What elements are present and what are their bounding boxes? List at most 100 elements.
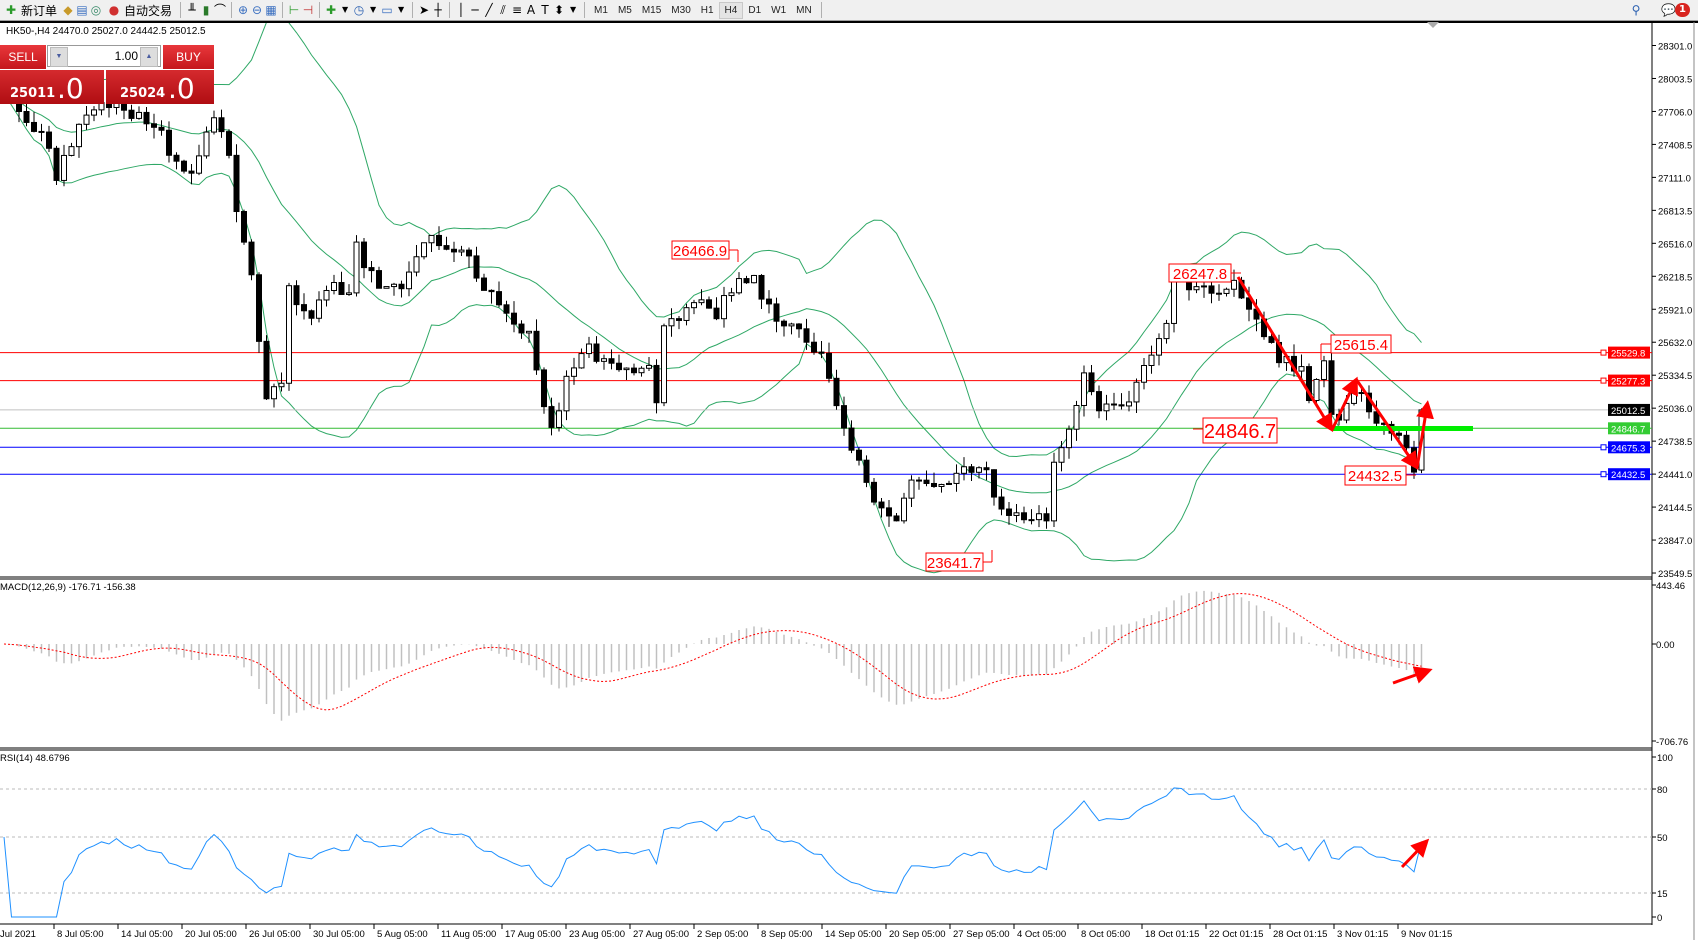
candle-bear[interactable] <box>503 304 510 314</box>
candle-bull[interactable] <box>788 323 795 327</box>
candle-bear[interactable] <box>653 364 660 404</box>
candle-bear[interactable] <box>1396 432 1402 436</box>
text-icon[interactable]: A <box>526 3 536 17</box>
line-chart-icon[interactable]: ⌒ <box>214 3 227 17</box>
line-anchor-marker[interactable] <box>1600 444 1607 451</box>
candle-bull[interactable] <box>413 256 420 273</box>
timeframe-h4[interactable]: H4 <box>718 1 744 19</box>
candle-bear[interactable] <box>631 367 637 374</box>
candle-bull[interactable] <box>1066 428 1072 449</box>
candle-bull[interactable] <box>586 343 592 355</box>
candle-bear[interactable] <box>1358 392 1365 395</box>
candle-bear[interactable] <box>31 121 37 132</box>
candle-bull[interactable] <box>346 292 352 295</box>
candle-bull[interactable] <box>526 330 532 334</box>
candle-bull[interactable] <box>83 114 90 125</box>
candle-bear[interactable] <box>466 249 472 257</box>
annotation-26247.8[interactable]: 26247.8 <box>1168 263 1241 283</box>
candle-bear[interactable] <box>218 117 225 133</box>
candle-bull[interactable] <box>1231 279 1237 290</box>
candle-bear[interactable] <box>998 496 1005 510</box>
candle-bear[interactable] <box>1096 391 1102 412</box>
candle-bear[interactable] <box>991 469 997 498</box>
candle-bull[interactable] <box>721 295 727 320</box>
candle-bull[interactable] <box>1103 403 1110 412</box>
candle-bear[interactable] <box>511 312 517 325</box>
candle-bear[interactable] <box>593 343 600 362</box>
candle-bull[interactable] <box>196 155 202 174</box>
candle-bear[interactable] <box>481 277 487 291</box>
candle-bear[interactable] <box>473 255 480 279</box>
arrow-down-2[interactable] <box>1354 378 1419 470</box>
arrow-up-2[interactable] <box>1415 400 1434 469</box>
candle-bear[interactable] <box>1208 285 1215 294</box>
lot-decrease-button[interactable]: ▼ <box>50 47 68 67</box>
candle-bull[interactable] <box>428 234 435 244</box>
candle-bull[interactable] <box>278 382 285 388</box>
rsi-arrow-up[interactable] <box>1400 838 1430 869</box>
candle-bear[interactable] <box>1021 512 1027 521</box>
candle-bear[interactable] <box>166 129 172 156</box>
vertical-line-icon[interactable]: │ <box>457 3 465 17</box>
candle-bull[interactable] <box>211 117 217 133</box>
candle-bull[interactable] <box>908 479 915 499</box>
candle-bull[interactable] <box>1036 513 1042 521</box>
timeframe-h1[interactable]: H1 <box>700 4 714 16</box>
candle-bear[interactable] <box>518 323 525 334</box>
candle-bear[interactable] <box>676 318 682 321</box>
candle-bear[interactable] <box>398 283 405 290</box>
candle-bear[interactable] <box>226 131 232 156</box>
templates-icon[interactable]: ▭ <box>381 3 393 17</box>
candle-bear[interactable] <box>608 358 615 364</box>
candle-bear[interactable] <box>758 274 765 300</box>
candle-bull[interactable] <box>556 410 562 428</box>
candle-bull[interactable] <box>728 292 735 297</box>
candle-bull[interactable] <box>458 249 465 253</box>
horizontal-line-icon[interactable]: ─ <box>471 3 479 17</box>
candle-bull[interactable] <box>331 282 337 291</box>
candle-bear[interactable] <box>796 323 802 330</box>
candle-bear[interactable] <box>256 274 262 342</box>
candle-bear[interactable] <box>841 405 847 429</box>
candle-bear[interactable] <box>368 267 375 272</box>
candle-bear[interactable] <box>128 109 135 119</box>
candle-bear[interactable] <box>548 406 555 428</box>
candle-bull[interactable] <box>751 274 757 284</box>
candle-bear[interactable] <box>766 298 772 305</box>
macd-arrow-up[interactable] <box>1392 666 1433 685</box>
candle-bear[interactable] <box>706 299 712 309</box>
candle-bull[interactable] <box>578 353 585 369</box>
candle-bear[interactable] <box>968 466 975 473</box>
candle-bear[interactable] <box>338 282 345 295</box>
arrow-down-1[interactable] <box>1236 276 1334 433</box>
candle-bull[interactable] <box>391 283 397 288</box>
candle-bear[interactable] <box>616 362 622 371</box>
candle-bear[interactable] <box>856 449 862 461</box>
indicators-icon[interactable]: ✚ <box>326 3 337 17</box>
candle-bear[interactable] <box>916 479 922 482</box>
candle-bear[interactable] <box>931 482 937 487</box>
candle-bull[interactable] <box>571 367 577 377</box>
candle-bear[interactable] <box>1216 292 1222 295</box>
candle-bear[interactable] <box>886 507 892 517</box>
candle-bear[interactable] <box>436 234 442 247</box>
candle-bull[interactable] <box>976 467 982 473</box>
navigator-icon[interactable]: ▤ <box>76 3 88 17</box>
candle-bull[interactable] <box>661 325 667 404</box>
bar-chart-icon[interactable]: ╨ <box>188 3 196 17</box>
candle-bull[interactable] <box>323 289 330 301</box>
auto-trading-button[interactable]: ● 自动交易 <box>103 1 176 19</box>
candle-bear[interactable] <box>983 467 990 471</box>
candle-bull[interactable] <box>736 278 742 294</box>
equidistant-channel-icon[interactable]: ⫽ <box>500 3 506 17</box>
candle-bear[interactable] <box>233 154 240 213</box>
candle-bull[interactable] <box>1028 519 1035 522</box>
annotation-23641.7[interactable]: 23641.7 <box>925 550 993 572</box>
candle-bull[interactable] <box>698 299 705 304</box>
candle-bull[interactable] <box>668 318 675 327</box>
zoom-out-icon[interactable]: ⊖ <box>252 3 263 17</box>
candle-bear[interactable] <box>248 241 255 276</box>
candle-bear[interactable] <box>1246 297 1252 310</box>
candle-bull[interactable] <box>1343 402 1350 421</box>
candle-bull[interactable] <box>646 364 652 369</box>
